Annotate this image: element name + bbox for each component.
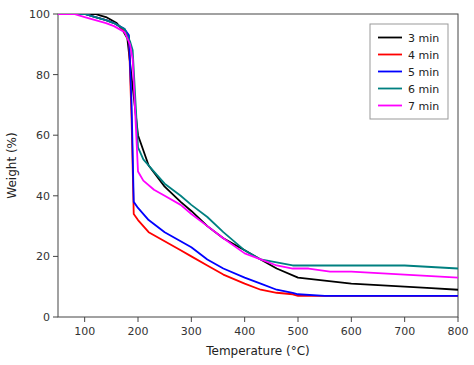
y-tick bbox=[53, 74, 58, 75]
x-tick-label: 100 bbox=[74, 325, 95, 338]
x-tick-label: 300 bbox=[181, 325, 202, 338]
x-tick bbox=[458, 317, 459, 322]
x-tick-label: 800 bbox=[448, 325, 469, 338]
series-line bbox=[58, 14, 458, 278]
axes: 100 200 300 400 500 600 700 800 0 20 40 60 80 100 bbox=[29, 8, 469, 338]
legend-box bbox=[370, 24, 448, 119]
x-tick bbox=[351, 317, 352, 322]
chart: 100 200 300 400 500 600 700 800 0 20 40 60 80 100 Temp… bbox=[0, 0, 474, 365]
y-tick-label: 60 bbox=[36, 129, 50, 142]
series-line bbox=[58, 14, 458, 269]
series-line bbox=[58, 14, 458, 296]
x-tick bbox=[138, 317, 139, 322]
x-tick bbox=[191, 317, 192, 322]
x-tick bbox=[244, 317, 245, 322]
y-tick bbox=[53, 317, 58, 318]
x-tick-label: 200 bbox=[128, 325, 149, 338]
legend-label: 6 min bbox=[408, 83, 439, 96]
y-tick-label: 40 bbox=[36, 190, 50, 203]
plot-frame bbox=[58, 14, 458, 317]
x-axis-label: Temperature (°C) bbox=[205, 344, 310, 358]
x-tick-label: 400 bbox=[234, 325, 255, 338]
legend-swatch bbox=[378, 88, 402, 90]
x-tick-label: 500 bbox=[288, 325, 309, 338]
y-tick bbox=[53, 14, 58, 15]
legend-label: 7 min bbox=[408, 100, 439, 113]
legend-label: 4 min bbox=[408, 49, 439, 62]
y-tick-label: 80 bbox=[36, 69, 50, 82]
y-tick bbox=[53, 135, 58, 136]
y-tick bbox=[53, 256, 58, 257]
legend-swatch bbox=[378, 37, 402, 39]
x-tick-label: 600 bbox=[341, 325, 362, 338]
x-tick bbox=[298, 317, 299, 322]
series-line bbox=[58, 14, 458, 296]
series-line bbox=[58, 14, 458, 290]
x-tick bbox=[404, 317, 405, 322]
y-tick-label: 20 bbox=[36, 250, 50, 263]
series-lines bbox=[58, 14, 458, 296]
x-tick-label: 700 bbox=[394, 325, 415, 338]
legend: 3 min 4 min 5 min 6 min 7 min bbox=[370, 24, 448, 119]
legend-swatch bbox=[378, 71, 402, 73]
legend-swatch bbox=[378, 54, 402, 56]
y-tick bbox=[53, 195, 58, 196]
legend-swatch bbox=[378, 105, 402, 107]
x-tick bbox=[84, 317, 85, 322]
legend-label: 5 min bbox=[408, 66, 439, 79]
y-tick-label: 0 bbox=[43, 311, 50, 324]
legend-label: 3 min bbox=[408, 32, 439, 45]
y-tick-label: 100 bbox=[29, 8, 50, 21]
y-axis-label: Weight (%) bbox=[5, 132, 19, 198]
